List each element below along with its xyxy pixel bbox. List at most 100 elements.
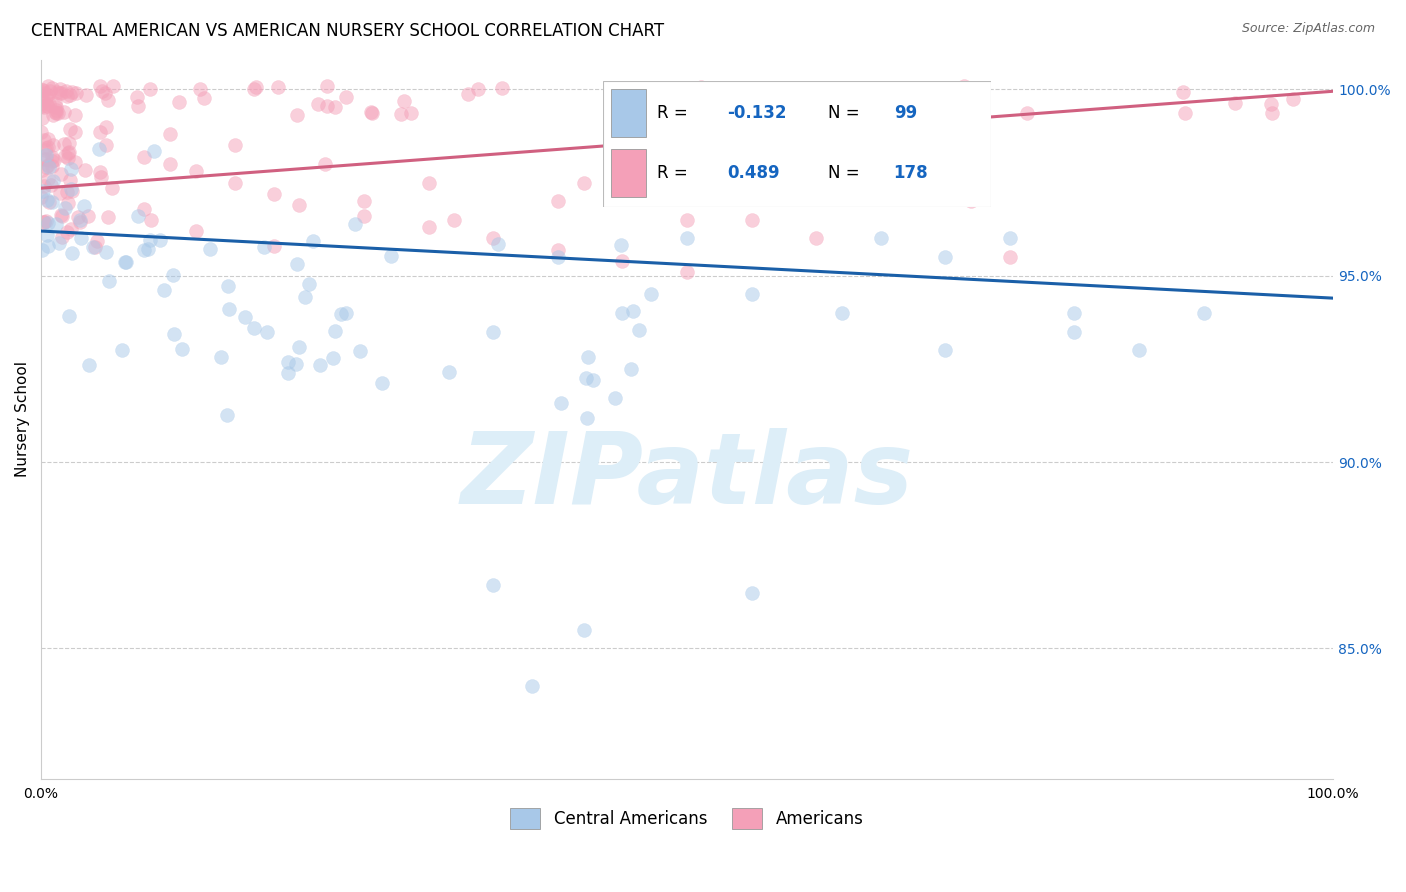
Point [58, 145, 80, 159]
Point [34, 144, 56, 158]
Point [134, 202, 156, 216]
Point [640, 286, 662, 301]
Point [90, 169, 112, 184]
Point [392, 94, 415, 108]
Point [1128, 343, 1150, 358]
Point [172, 342, 194, 356]
Point [934, 250, 956, 264]
Point [84, 240, 107, 254]
Point [831, 306, 853, 320]
Point [233, 310, 256, 324]
Point [796, 92, 818, 106]
Legend: Central Americans, Americans: Central Americans, Americans [503, 802, 870, 835]
Point [72, 199, 94, 213]
Point [808, 87, 831, 102]
Point [361, 106, 384, 120]
Point [32, 153, 55, 167]
Point [621, 304, 644, 318]
Point [53, 201, 76, 215]
Point [1063, 325, 1085, 339]
Point [45, 100, 67, 114]
Point [778, 94, 800, 108]
Point [56, 185, 79, 199]
Point [1015, 105, 1038, 120]
Point [550, 395, 572, 409]
Point [56, 89, 79, 103]
Point [134, 149, 156, 163]
Point [224, 138, 246, 153]
Point [49, 208, 72, 222]
Point [343, 217, 366, 231]
Point [70, 231, 93, 245]
Point [31, 83, 53, 97]
Point [127, 209, 149, 223]
Point [31, 95, 53, 110]
Point [42, 108, 65, 122]
Point [114, 255, 136, 269]
Point [143, 144, 166, 158]
Point [298, 277, 321, 291]
Point [335, 306, 357, 320]
Point [675, 105, 697, 120]
Point [998, 250, 1021, 264]
Point [263, 239, 285, 253]
Point [628, 323, 651, 337]
Point [322, 351, 344, 366]
Point [49, 86, 72, 100]
Point [163, 326, 186, 341]
Point [953, 79, 976, 94]
Point [55, 85, 77, 99]
Point [547, 243, 569, 257]
Point [335, 90, 357, 104]
Point [193, 91, 215, 105]
Point [59, 182, 82, 196]
Point [45, 218, 67, 232]
Point [45, 103, 67, 118]
Point [139, 212, 162, 227]
Point [44, 96, 66, 111]
Point [32, 215, 55, 229]
Point [39, 178, 62, 193]
Point [700, 105, 723, 120]
Point [620, 361, 643, 376]
Point [762, 86, 785, 100]
Point [277, 366, 299, 380]
Point [211, 350, 233, 364]
Point [138, 81, 160, 95]
Point [111, 343, 134, 357]
Point [31, 85, 53, 99]
Point [285, 357, 308, 371]
Point [31, 87, 53, 101]
Point [1223, 95, 1246, 110]
Text: Source: ZipAtlas.com: Source: ZipAtlas.com [1241, 22, 1375, 36]
Point [89, 78, 111, 93]
Point [285, 108, 308, 122]
Point [1192, 306, 1215, 320]
Point [86, 234, 108, 248]
Point [612, 306, 634, 320]
Point [1260, 97, 1282, 112]
Point [30, 125, 52, 139]
Point [576, 350, 599, 364]
Point [59, 173, 82, 187]
Point [82, 239, 104, 253]
Point [35, 89, 58, 103]
Point [302, 235, 325, 249]
Point [37, 239, 59, 253]
Point [152, 283, 174, 297]
Point [380, 249, 402, 263]
Point [159, 157, 181, 171]
Point [103, 78, 125, 93]
Point [399, 105, 422, 120]
Point [486, 236, 509, 251]
Point [349, 343, 371, 358]
Point [89, 165, 111, 179]
Point [582, 373, 605, 387]
Point [314, 157, 336, 171]
Point [603, 391, 626, 405]
Point [37, 158, 59, 172]
Point [59, 162, 82, 177]
Point [35, 160, 58, 174]
Point [1281, 92, 1303, 106]
Point [353, 209, 375, 223]
